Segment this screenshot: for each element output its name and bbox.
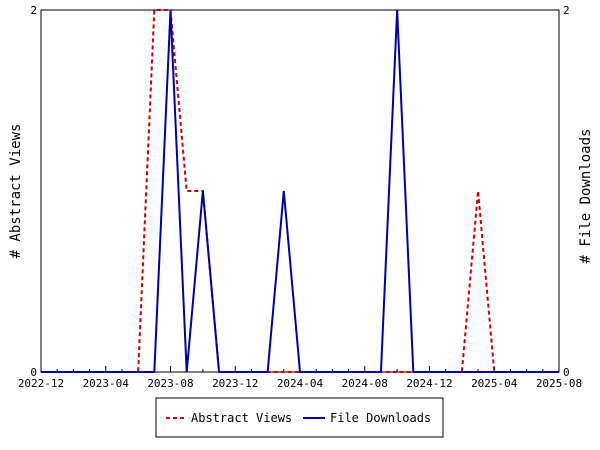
legend-label-file-downloads: File Downloads: [330, 411, 431, 425]
series-line-file-downloads: [41, 9, 559, 373]
x-tick-label: 2023-04: [83, 377, 130, 390]
legend-box: [155, 397, 444, 438]
legend-label-abstract-views: Abstract Views: [191, 411, 292, 425]
x-tick-label: 2024-12: [406, 377, 452, 390]
y-axis-right-title: # File Downloads: [578, 129, 594, 264]
x-tick-label: 2024-04: [277, 377, 324, 390]
plot-area: [40, 9, 560, 373]
series-lines: [41, 9, 559, 373]
y-axis-left-title: # Abstract Views: [8, 124, 24, 259]
x-tick-label: 2022-12: [18, 377, 64, 390]
x-tick-label: 2023-08: [147, 377, 193, 390]
x-tick-label: 2024-08: [342, 377, 388, 390]
legend: Abstract Views File Downloads: [155, 397, 444, 438]
y-right-tick-label: 2: [563, 4, 570, 17]
y-left-tick-label: 0: [30, 366, 37, 379]
y-left-tick-label: 2: [30, 4, 37, 17]
y-right-tick-label: 0: [563, 366, 570, 379]
x-tick-label: 2025-04: [471, 377, 518, 390]
x-tick-label: 2025-08: [536, 377, 582, 390]
x-tick-label: 2023-12: [212, 377, 258, 390]
